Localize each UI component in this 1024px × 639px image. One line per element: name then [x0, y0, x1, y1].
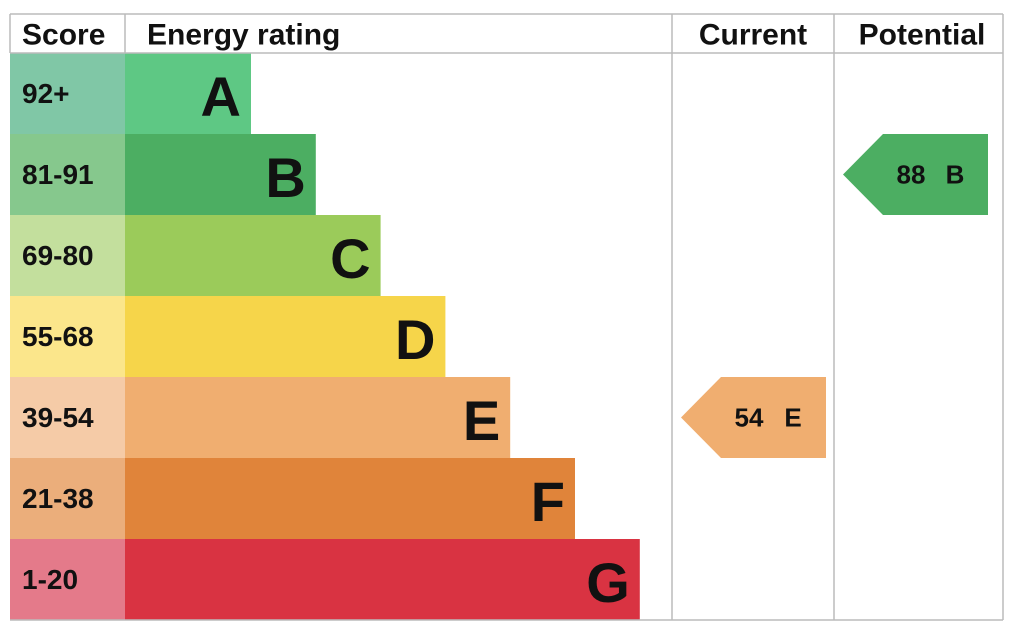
current-score: 54 — [735, 403, 764, 433]
score-cell — [10, 296, 125, 377]
rating-bar — [125, 539, 640, 620]
potential-arrow — [843, 134, 988, 215]
potential-header: Potential — [859, 19, 986, 52]
score-range: 69-80 — [22, 240, 94, 271]
potential-band: B — [946, 160, 965, 190]
rating-letter: C — [330, 227, 370, 290]
rating-bar — [125, 458, 575, 539]
current-band: E — [784, 403, 801, 433]
rating-letter: F — [531, 470, 565, 533]
score-range: 39-54 — [22, 402, 94, 433]
rating-bar — [125, 296, 446, 377]
score-cell — [10, 134, 125, 215]
rating-letter: A — [201, 65, 241, 128]
rating-bar — [125, 134, 316, 215]
score-header: Score — [22, 19, 105, 52]
rating-letter: D — [395, 308, 435, 371]
rating-bar — [125, 53, 251, 134]
current-header: Current — [699, 19, 807, 52]
potential-score: 88 — [897, 160, 926, 190]
rating-header: Energy rating — [147, 19, 340, 52]
score-cell — [10, 215, 125, 296]
rating-letter: G — [586, 551, 630, 614]
rating-bar — [125, 215, 381, 296]
score-cell — [10, 539, 125, 620]
score-cell — [10, 458, 125, 539]
score-cell — [10, 53, 125, 134]
score-range: 92+ — [22, 78, 70, 109]
rating-letter: B — [265, 146, 305, 209]
score-range: 55-68 — [22, 321, 94, 352]
rating-bar — [125, 377, 511, 458]
score-range: 81-91 — [22, 159, 94, 190]
score-cell — [10, 377, 125, 458]
rating-letter: E — [463, 389, 500, 452]
score-range: 21-38 — [22, 483, 94, 514]
score-range: 1-20 — [22, 564, 78, 595]
current-arrow — [681, 377, 826, 458]
